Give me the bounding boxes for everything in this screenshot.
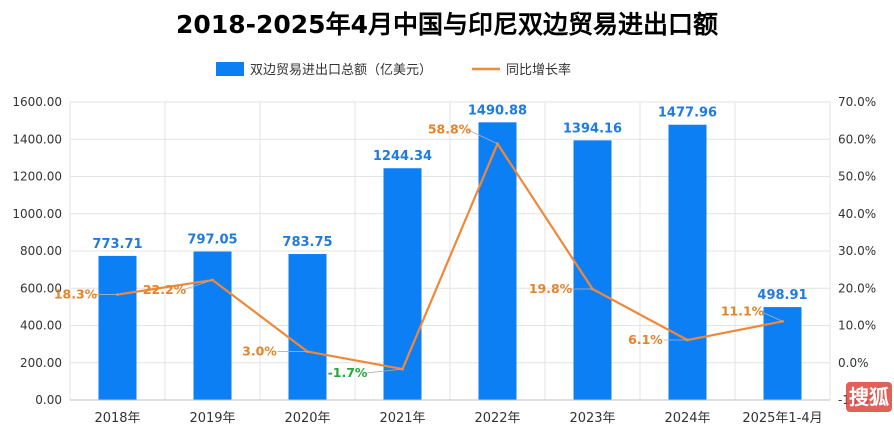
bar-value-label: 797.05 [187, 233, 237, 248]
left-tick-label: 1000.00 [12, 207, 62, 221]
right-tick-label: 50.0% [838, 170, 876, 184]
right-tick-label: 30.0% [838, 244, 876, 258]
legend: 双边贸易进出口总额（亿美元） 同比增长率 [216, 62, 571, 78]
bar-value-label: 1244.34 [373, 149, 432, 164]
label-leader-line [760, 311, 783, 322]
right-tick-label: 20.0% [838, 281, 876, 295]
left-tick-label: 200.00 [20, 356, 62, 370]
growth-value-label: 6.1% [628, 332, 663, 347]
growth-value-label: 3.0% [242, 344, 277, 359]
left-tick-label: 1400.00 [12, 132, 62, 146]
bar [288, 254, 327, 400]
left-axis: 0.00 200.00 400.00 600.00 800.00 1000.00 1200.… [12, 95, 62, 407]
left-tick-label: 1200.00 [12, 170, 62, 184]
legend-bar-swatch [216, 62, 244, 76]
growth-value-label: 11.1% [721, 303, 765, 318]
growth-value-label: -1.7% [328, 365, 368, 380]
bar-labels: 773.71 797.05 783.75 1244.34 1490.88 1394.16 1… [92, 103, 807, 303]
gridlines [69, 101, 831, 401]
right-tick-label: 10.0% [838, 319, 876, 333]
bar-value-label: 1394.16 [563, 121, 622, 136]
right-tick-label: 70.0% [838, 95, 876, 109]
x-category-label: 2021年 [379, 411, 425, 426]
label-leader-line [365, 368, 403, 374]
bar-value-label: 498.91 [757, 288, 807, 303]
bar [383, 168, 422, 400]
bar-value-label: 1490.88 [468, 103, 527, 118]
x-category-label: 2023年 [569, 411, 615, 426]
growth-value-label: 18.3% [54, 287, 98, 302]
x-category-label: 2024年 [664, 411, 710, 426]
x-category-label: 2022年 [474, 411, 520, 426]
bar-value-label: 1477.96 [658, 106, 717, 121]
watermark-badge [846, 382, 892, 412]
x-category-label: 2019年 [189, 411, 235, 426]
chart-title: 2018-2025年4月中国与印尼双边贸易进出口额 [176, 10, 718, 39]
bar [668, 124, 707, 400]
right-axis: -10.0%0.0%10.0%20.0%30.0%40.0%50.0%60.0%… [838, 95, 880, 407]
x-category-label: 2018年 [94, 411, 140, 426]
growth-value-label: 19.8% [529, 281, 573, 296]
right-tick-label: 0.0% [838, 356, 869, 370]
right-tick-label: 60.0% [838, 132, 876, 146]
bar [478, 122, 517, 400]
growth-value-label: 58.8% [428, 122, 472, 137]
bar-value-label: 783.75 [282, 235, 332, 250]
growth-value-label: 22.2% [143, 282, 187, 297]
legend-line-label: 同比增长率 [506, 62, 571, 78]
growth-line-path [117, 142, 783, 371]
bar [193, 251, 232, 400]
label-leader-line [467, 129, 498, 145]
x-category-label: 2020年 [284, 411, 330, 426]
left-tick-label: 400.00 [20, 319, 62, 333]
left-tick-label: 1600.00 [12, 95, 62, 109]
bar-value-label: 773.71 [92, 237, 142, 252]
x-category-label: 2025年1-4月 [742, 411, 822, 426]
x-axis: 2018年 2019年 2020年 2021年 2022年 2023年 2024年 2025年… [70, 399, 830, 426]
left-tick-label: 600.00 [20, 281, 62, 295]
label-leader-line [182, 279, 213, 291]
left-tick-label: 800.00 [20, 244, 62, 258]
legend-bar-label: 双边贸易进出口总额（亿美元） [250, 63, 432, 78]
growth-labels: 18.3% 22.2% 3.0% -1.7% 58.8% 19.8% 6.1% 11.1% [54, 122, 783, 380]
watermark: 搜狐 [846, 382, 892, 412]
left-tick-label: 0.00 [35, 393, 62, 407]
bar [98, 255, 137, 400]
watermark-text: 搜狐 [849, 385, 889, 409]
right-tick-label: 40.0% [838, 207, 876, 221]
